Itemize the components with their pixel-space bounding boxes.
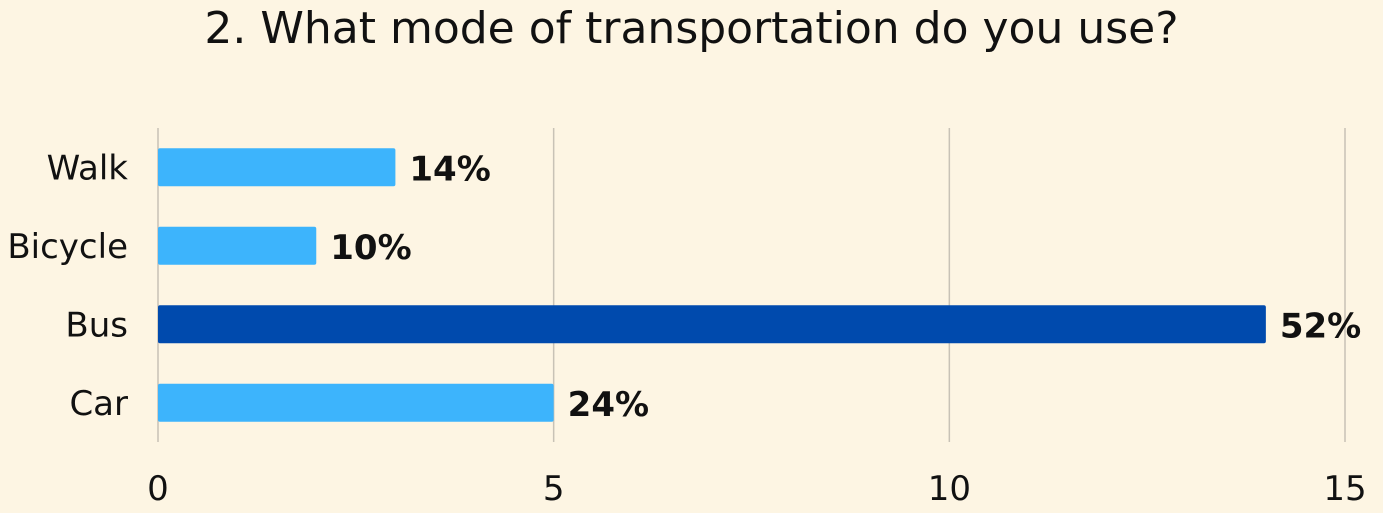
x-tick-label-5: 5 (543, 469, 565, 509)
category-label-bicycle: Bicycle (7, 227, 128, 267)
data-label-bicycle: 10% (330, 228, 411, 268)
bar-walk (158, 148, 396, 187)
data-label-bus: 52% (1280, 306, 1361, 346)
category-label-car: Car (69, 384, 128, 424)
category-label-walk: Walk (47, 148, 129, 188)
data-label-car: 24% (568, 385, 649, 425)
chart-title: 2. What mode of transportation do you us… (204, 3, 1179, 54)
x-tick-label-10: 10 (928, 469, 971, 509)
bar-bus (158, 305, 1266, 344)
bar-bicycle (158, 226, 317, 265)
x-tick-label-15: 15 (1323, 469, 1366, 509)
bar-car (158, 383, 554, 422)
category-label-bus: Bus (65, 305, 128, 345)
x-tick-label-0: 0 (147, 469, 169, 509)
data-label-walk: 14% (409, 149, 490, 189)
